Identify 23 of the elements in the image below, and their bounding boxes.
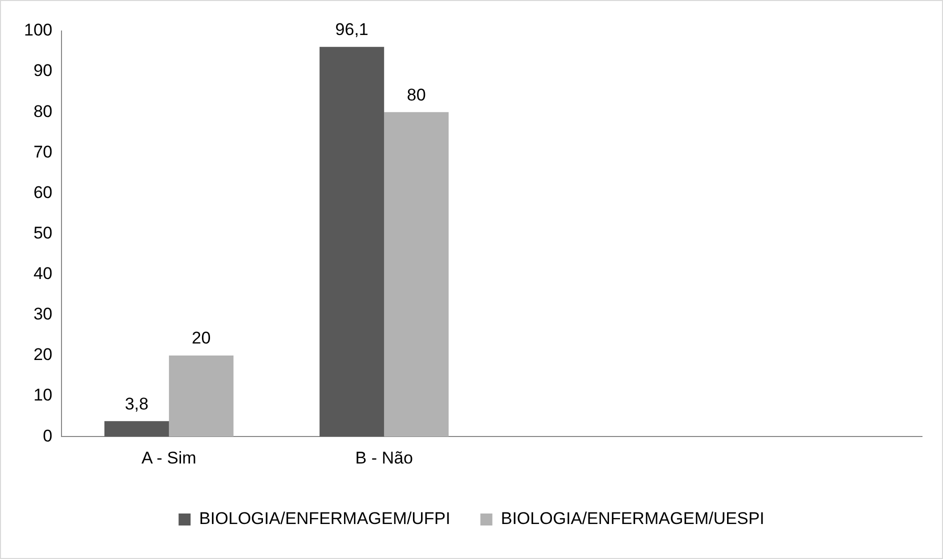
legend-label: BIOLOGIA/ENFERMAGEM/UESPI <box>500 509 764 528</box>
data-label: 3,8 <box>124 394 148 414</box>
y-tick-label: 10 <box>33 386 52 405</box>
data-label: 20 <box>192 328 211 348</box>
y-tick-label: 50 <box>33 223 52 242</box>
y-tick-label: 80 <box>33 102 52 121</box>
x-tick-label: B - Não <box>355 448 413 468</box>
bar <box>384 112 449 437</box>
data-label: 80 <box>406 85 426 104</box>
bar <box>320 46 384 437</box>
data-label: 96,1 <box>335 20 368 40</box>
y-tick-label: 30 <box>33 304 52 324</box>
bar <box>104 421 169 437</box>
legend-label: BIOLOGIA/ENFERMAGEM/UFPI <box>199 509 450 528</box>
y-tick-label: 100 <box>24 20 52 40</box>
bar <box>168 355 234 437</box>
y-tick-label: 70 <box>33 142 52 162</box>
y-tick-label: 90 <box>33 61 52 80</box>
y-tick-label: 0 <box>42 426 52 446</box>
x-tick-label: A - Sim <box>142 448 196 468</box>
y-tick-label: 20 <box>33 345 52 364</box>
y-tick-label: 40 <box>33 264 52 284</box>
y-tick-label: 60 <box>33 182 52 202</box>
